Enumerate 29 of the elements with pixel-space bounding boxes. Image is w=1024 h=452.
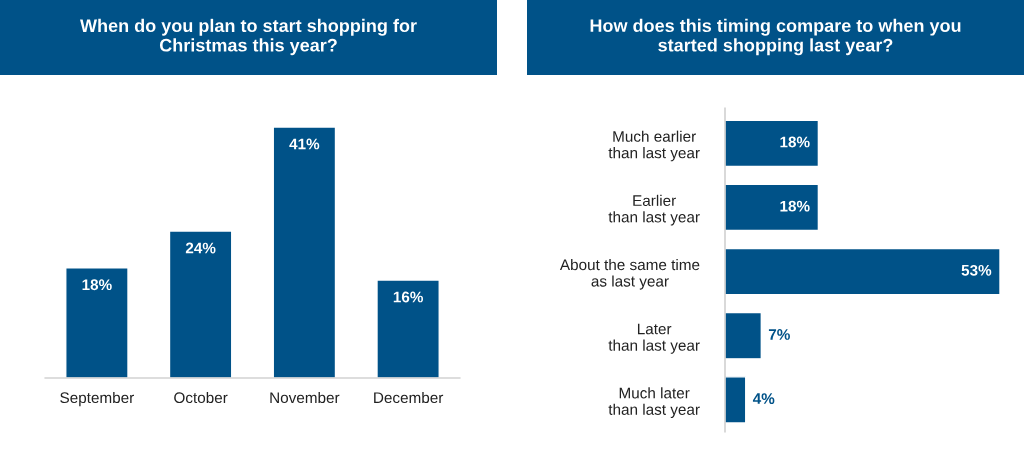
bar [725, 183, 820, 232]
y-tick-label: About the same time as last year [559, 258, 700, 290]
bar [376, 279, 440, 378]
data-label: 16% [393, 291, 424, 303]
bar [725, 247, 1000, 296]
x-tick-label: November [270, 391, 340, 404]
bar [725, 376, 747, 424]
data-label: 7% [768, 329, 790, 340]
data-label: 53% [961, 264, 992, 276]
x-tick-label: September [60, 391, 134, 407]
chart-title: How does this timing compare to when you started shopping last year? [590, 18, 961, 56]
y-tick-label: Much later than last year [608, 387, 700, 418]
chart-title: When do you plan to start shopping for Christmas this year? [80, 18, 417, 56]
data-label: 24% [185, 242, 216, 254]
x-tick-label: October [174, 391, 228, 404]
data-label: 18% [780, 200, 810, 212]
bar [168, 230, 233, 378]
data-label: 18% [780, 136, 810, 148]
y-tick-label: Much earlier than last year [608, 130, 700, 162]
y-tick-label: Later than last year [608, 323, 700, 354]
bar [65, 267, 129, 378]
data-label: 4% [752, 393, 775, 404]
x-tick-label: December [374, 391, 444, 404]
data-label: 18% [82, 279, 112, 291]
bar [272, 126, 337, 378]
y-tick-label: Earlier than last year [608, 194, 700, 226]
bar [725, 311, 763, 360]
bar [725, 119, 820, 168]
data-label: 41% [289, 138, 320, 150]
